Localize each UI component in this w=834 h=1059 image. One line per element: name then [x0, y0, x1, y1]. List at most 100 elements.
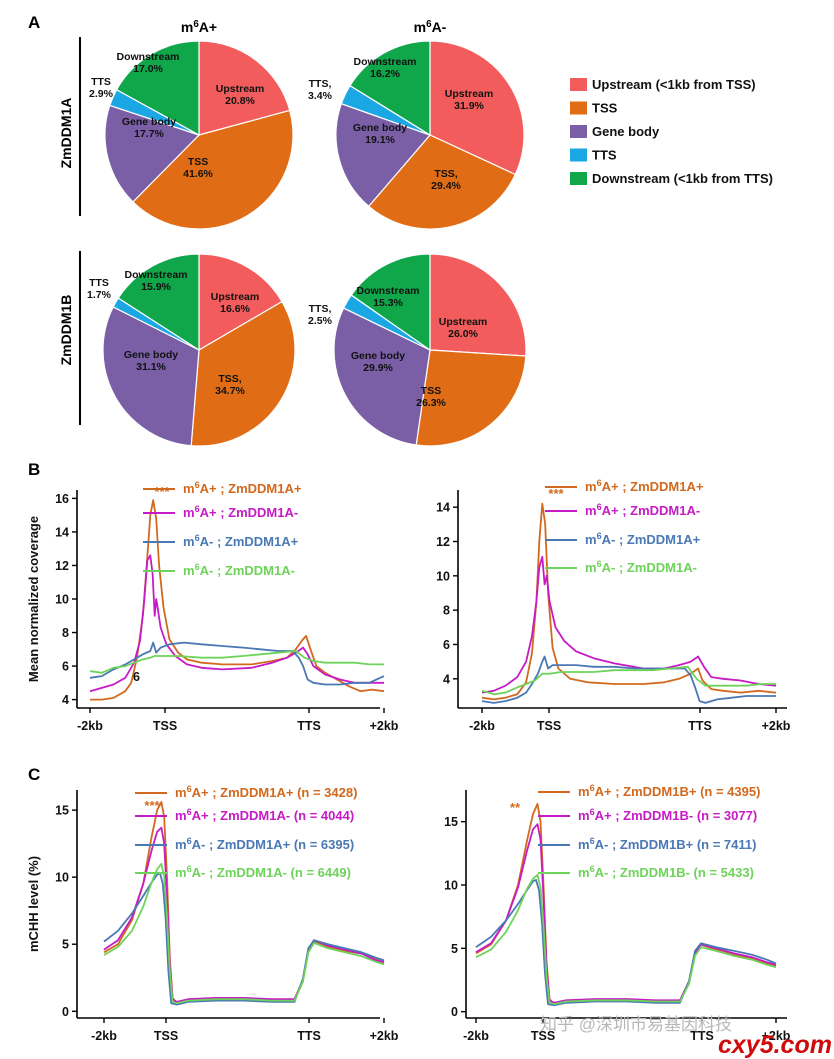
series-line [475, 874, 777, 1005]
y-tick-label: 15 [55, 804, 69, 818]
series-line [103, 872, 385, 1006]
legend-label-gene_body: Gene body [592, 124, 660, 139]
pie-slice-gene_body [333, 307, 431, 446]
pie-slice-tss [367, 134, 517, 230]
y-tick-label: 4 [62, 693, 69, 707]
y-tick-label: 14 [55, 525, 69, 539]
series-legend-label: m6A+ ; ZmDDM1A+ [585, 478, 704, 494]
series-line [89, 650, 384, 674]
series-legend-label: m6A- ; ZmDDM1B- (n = 5433) [578, 864, 754, 880]
series-legend-label: m6A- ; ZmDDM1A+ (n = 6395) [175, 836, 354, 852]
chart-line_C_right: 0 5 10 15 -2kb TSS TTS +2kb ** [444, 790, 791, 1043]
pie-slice-tss [190, 300, 296, 447]
x-tick-label: TSS [531, 1029, 555, 1043]
pie-slice-gene_body [335, 102, 432, 208]
x-tick-label: TTS [688, 719, 712, 733]
series-legend-label: m6A+ ; ZmDDM1A+ (n = 3428) [175, 784, 357, 800]
series-legend-label: m6A+ ; ZmDDM1B- (n = 3077) [578, 807, 757, 823]
x-tick-label: -2kb [77, 719, 103, 733]
pie-slice-upstream [429, 253, 527, 357]
series-legend-label: m6A- ; ZmDDM1A+ [183, 533, 299, 549]
y-tick-label: 14 [436, 501, 450, 515]
pie-slice-label-upstream: Upstream 31.9% [445, 88, 493, 112]
x-tick-label: TTS [690, 1029, 714, 1043]
y-tick-label: 10 [55, 871, 69, 885]
legend-label-upstream: Upstream (<1kb from TSS) [592, 77, 756, 92]
series-legend-label: m6A- ; ZmDDM1A- [183, 562, 295, 578]
y-axis-title: Mean normalized coverage [26, 516, 41, 682]
x-tick-label: -2kb [463, 1029, 489, 1043]
series-legend-label: m6A+ ; ZmDDM1A+ [183, 480, 302, 496]
x-tick-label: -2kb [91, 1029, 117, 1043]
x-tick-label: -2kb [469, 719, 495, 733]
row-label-zmddm1a: ZmDDM1A [58, 98, 74, 169]
y-tick-label: 12 [436, 535, 450, 549]
x-tick-label: TTS [297, 1029, 321, 1043]
y-tick-label: 8 [443, 604, 450, 618]
legend-swatch-tts [570, 148, 587, 162]
chart-annotation: 6 [133, 670, 140, 684]
legend-swatch-upstream [570, 78, 587, 91]
legend-swatch-downstream [570, 172, 587, 185]
y-tick-label: 0 [451, 1005, 458, 1019]
pie-col-title-pos: m6A+ [181, 19, 217, 35]
significance-marker: *** [548, 486, 564, 501]
panel-letter-b: B [28, 460, 40, 479]
x-tick-label: TTS [297, 719, 321, 733]
pie-slice-downstream [117, 253, 200, 352]
legend-swatch-tss [570, 101, 587, 115]
x-tick-label: +2kb [370, 1029, 399, 1043]
pie-col-title-neg: m6A- [414, 19, 447, 35]
x-tick-label: +2kb [762, 1029, 791, 1043]
series-legend-label: m6A+ ; ZmDDM1B+ (n = 4395) [578, 783, 760, 799]
x-tick-label: TSS [154, 1029, 178, 1043]
watermark-text: 知乎 @深圳市易基因科技 [540, 1015, 732, 1034]
y-tick-label: 8 [62, 626, 69, 640]
legend-label-tts: TTS [592, 148, 617, 163]
pie-slice-upstream [198, 40, 291, 136]
series-legend-label: m6A- ; ZmDDM1B+ (n = 7411) [578, 836, 756, 852]
x-tick-label: TSS [537, 719, 561, 733]
pie-slice-label-gene_body: Gene body 31.1% [124, 349, 178, 373]
pie-slice-label-tts: TTS 2.9% [89, 76, 114, 100]
pie-slice-downstream [349, 40, 431, 137]
pie-slice-label-downstream: Downstream 16.2% [353, 56, 416, 80]
series-line [481, 665, 776, 696]
pie-slice-upstream [198, 253, 283, 352]
pie-pie_1B_neg: Upstream 26.0% TSS 26.3% Gene body 29.9% TTS, 2… [308, 253, 527, 447]
watermark-logo: cxy5.com [718, 1031, 832, 1059]
panel-letter-a: A [28, 13, 40, 32]
pie-slice-label-upstream: Upstream 20.8% [216, 83, 264, 107]
series-legend-label: m6A- ; ZmDDM1A- (n = 6449) [175, 864, 351, 880]
series-legend-label: m6A+ ; ZmDDM1A- [585, 502, 700, 518]
pie-slice-label-tts: TTS 1.7% [87, 277, 112, 301]
x-tick-label: TSS [153, 719, 177, 733]
legend-label-tss: TSS [592, 101, 618, 116]
row-label-zmddm1b: ZmDDM1B [58, 295, 74, 366]
pie-slice-label-downstream: Downstream 17.0% [116, 51, 179, 75]
pie-slice-upstream [429, 40, 525, 176]
y-tick-label: 16 [55, 492, 69, 506]
y-tick-label: 10 [436, 569, 450, 583]
y-tick-label: 4 [443, 672, 450, 686]
pie-slice-label-upstream: Upstream 16.6% [211, 291, 259, 315]
pie-slice-label-downstream: Downstream 15.3% [356, 285, 419, 309]
y-tick-label: 5 [62, 938, 69, 952]
chart-line_C_left: 0 5 10 15 -2kb TSS TTS +2kb mCHH level (%) *** [26, 790, 399, 1043]
series-line [103, 862, 385, 1005]
pie-slice-tss [132, 109, 294, 230]
pie-slice-label-upstream: Upstream 26.0% [439, 316, 487, 340]
x-tick-label: +2kb [762, 719, 791, 733]
pie-slice-tss [415, 349, 527, 447]
pie-slice-label-tss: TSS, 29.4% [431, 168, 461, 192]
pie-slice-label-tts: TTS, 3.4% [308, 78, 333, 102]
pie-slice-gene_body [102, 306, 200, 447]
x-tick-label: +2kb [370, 719, 399, 733]
series-line [475, 823, 777, 1004]
series-legend-label: m6A+ ; ZmDDM1A- (n = 4044) [175, 807, 354, 823]
y-tick-label: 0 [62, 1005, 69, 1019]
chart-line_B_left: 4 6 8 10 12 14 16 -2kb TSS TTS +2kb Mean normalized… [26, 484, 399, 733]
pie-slice-label-tss: TSS, 34.7% [215, 373, 245, 397]
pie-pie_1A_neg: Upstream 31.9% TSS, 29.4% Gene body 19.1% TTS,… [308, 40, 525, 230]
